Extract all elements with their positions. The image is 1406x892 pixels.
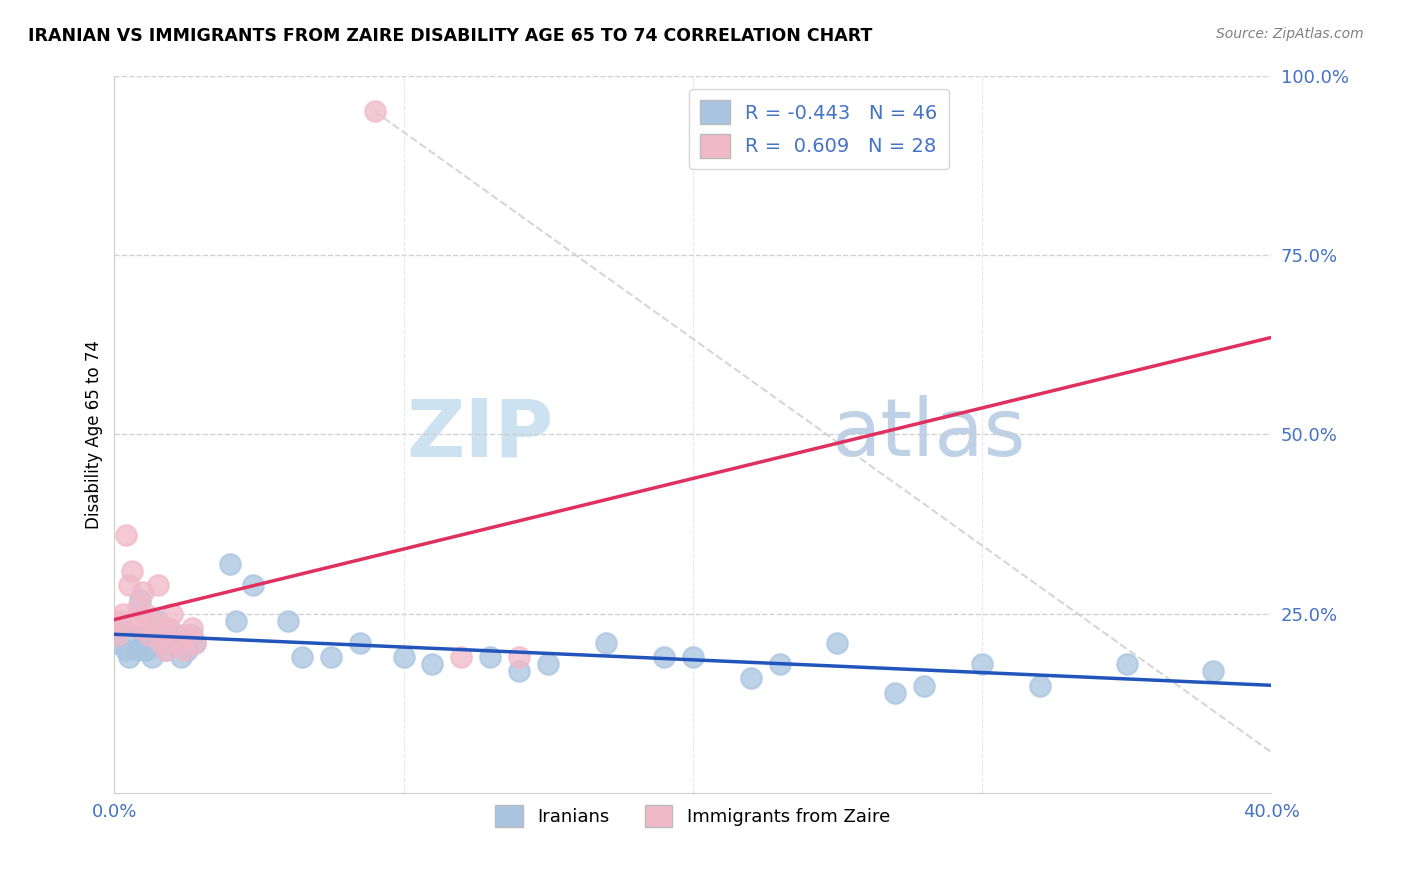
Point — [181, 628, 204, 642]
Point — [450, 650, 472, 665]
Point — [740, 672, 762, 686]
Point — [167, 635, 190, 649]
Point — [349, 635, 371, 649]
Point — [173, 642, 195, 657]
Point — [115, 642, 138, 657]
Point — [1029, 679, 1052, 693]
Point — [152, 621, 174, 635]
Point — [1202, 665, 1225, 679]
Point — [149, 635, 172, 649]
Point — [768, 657, 790, 672]
Point — [970, 657, 993, 672]
Point — [181, 621, 204, 635]
Point — [118, 650, 141, 665]
Point — [422, 657, 444, 672]
Point — [219, 557, 242, 571]
Point — [827, 635, 849, 649]
Point — [162, 607, 184, 621]
Point — [157, 628, 180, 642]
Legend: Iranians, Immigrants from Zaire: Iranians, Immigrants from Zaire — [488, 798, 897, 835]
Point — [508, 665, 530, 679]
Text: Source: ZipAtlas.com: Source: ZipAtlas.com — [1216, 27, 1364, 41]
Point — [127, 642, 149, 657]
Point — [392, 650, 415, 665]
Point — [129, 592, 152, 607]
Point — [118, 578, 141, 592]
Text: atlas: atlas — [831, 395, 1026, 474]
Point — [103, 614, 125, 628]
Point — [152, 621, 174, 635]
Point — [225, 614, 247, 628]
Point — [479, 650, 502, 665]
Point — [652, 650, 675, 665]
Point — [149, 635, 172, 649]
Point — [184, 635, 207, 649]
Point — [103, 635, 125, 649]
Text: ZIP: ZIP — [406, 395, 554, 474]
Point — [135, 642, 157, 657]
Point — [146, 614, 169, 628]
Point — [121, 628, 143, 642]
Point — [146, 578, 169, 592]
Point — [682, 650, 704, 665]
Point — [155, 642, 177, 657]
Point — [184, 635, 207, 649]
Point — [105, 628, 128, 642]
Point — [135, 607, 157, 621]
Point — [141, 650, 163, 665]
Point — [132, 628, 155, 642]
Point — [508, 650, 530, 665]
Y-axis label: Disability Age 65 to 74: Disability Age 65 to 74 — [86, 340, 103, 529]
Point — [1115, 657, 1137, 672]
Point — [176, 628, 198, 642]
Text: IRANIAN VS IMMIGRANTS FROM ZAIRE DISABILITY AGE 65 TO 74 CORRELATION CHART: IRANIAN VS IMMIGRANTS FROM ZAIRE DISABIL… — [28, 27, 873, 45]
Point — [112, 607, 135, 621]
Point — [115, 528, 138, 542]
Point — [108, 621, 131, 635]
Point — [167, 628, 190, 642]
Point — [884, 686, 907, 700]
Point — [291, 650, 314, 665]
Point — [121, 564, 143, 578]
Point — [277, 614, 299, 628]
Point — [595, 635, 617, 649]
Point — [129, 621, 152, 635]
Point — [912, 679, 935, 693]
Point — [157, 621, 180, 635]
Point — [176, 642, 198, 657]
Point — [132, 585, 155, 599]
Point — [321, 650, 343, 665]
Point — [170, 650, 193, 665]
Point — [138, 635, 160, 649]
Point — [537, 657, 560, 672]
Point — [138, 628, 160, 642]
Point — [108, 614, 131, 628]
Point — [242, 578, 264, 592]
Point — [155, 642, 177, 657]
Point — [127, 599, 149, 614]
Point — [162, 635, 184, 649]
Point — [363, 104, 385, 119]
Point — [124, 614, 146, 628]
Point — [141, 614, 163, 628]
